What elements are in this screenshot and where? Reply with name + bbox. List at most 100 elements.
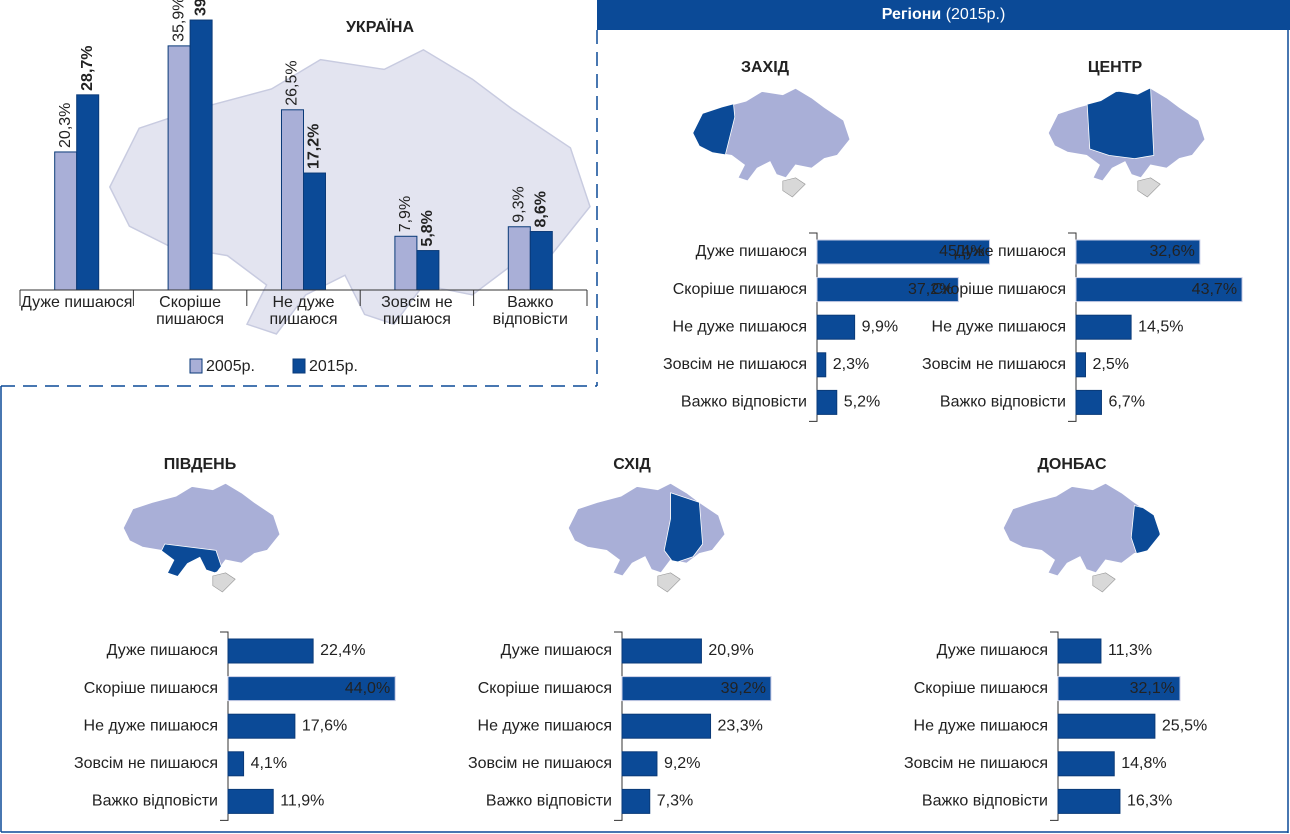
y-tick-label: Дуже пишаюся	[107, 642, 218, 659]
map-crimea	[1092, 572, 1116, 593]
chart-title: ДОНБАС	[1038, 456, 1107, 473]
y-axis	[1068, 232, 1077, 422]
chart-title: СХІД	[613, 456, 651, 473]
region-map	[122, 482, 281, 593]
bar	[621, 713, 712, 739]
y-tick-label: Дуже пишаюся	[955, 243, 1066, 260]
value-label: 9,9%	[862, 318, 898, 335]
legend-swatch	[189, 358, 203, 374]
value-label: 7,9%	[397, 196, 414, 232]
value-label: 17,6%	[302, 717, 347, 734]
value-label: 5,8%	[419, 210, 436, 246]
bar	[1057, 676, 1181, 702]
map-highlight-group	[1086, 88, 1155, 160]
value-label: 26,5%	[284, 60, 301, 105]
bar	[227, 751, 245, 777]
value-label: 25,5%	[1162, 717, 1207, 734]
value-label: 37,2%	[908, 281, 953, 298]
region-map	[692, 87, 851, 198]
region-map	[567, 482, 726, 593]
map-highlight-group	[1130, 505, 1161, 558]
region-map	[1002, 482, 1161, 593]
bar	[816, 389, 838, 415]
y-tick-label: Не дуже пишаюся	[932, 318, 1066, 335]
bar	[416, 250, 440, 291]
y-tick-label: Не дуже пишаюся	[478, 717, 612, 734]
bar	[1057, 788, 1121, 814]
value-label: 2,3%	[833, 356, 869, 373]
y-tick-label: Зовсім не пишаюся	[468, 755, 612, 772]
map-highlight	[1130, 505, 1161, 558]
bar	[621, 788, 651, 814]
map-outline	[1002, 482, 1161, 577]
y-axis	[1050, 631, 1059, 821]
bar	[227, 638, 314, 664]
map-highlight	[1086, 88, 1155, 160]
y-tick-label: Не дуже пишаюся	[914, 717, 1048, 734]
bar	[1057, 713, 1156, 739]
bar	[1075, 389, 1102, 415]
x-tick-label: Дуже пишаюся	[20, 294, 133, 311]
value-label: 32,6%	[1150, 243, 1195, 260]
bar	[1075, 277, 1243, 303]
bar	[281, 109, 304, 291]
regions-header: Регіони (2015р.)	[597, 0, 1290, 30]
y-tick-label: Зовсім не пишаюся	[663, 356, 807, 373]
bar	[621, 751, 658, 777]
x-tick-label: Не дуже пишаюся	[269, 294, 338, 328]
value-label: 2,5%	[1093, 356, 1129, 373]
map-crimea	[212, 572, 236, 593]
bar	[816, 239, 991, 265]
x-tick-label: Скоріше пишаюся	[156, 294, 225, 328]
value-label: 7,3%	[657, 793, 693, 810]
y-axis	[809, 232, 818, 422]
bar	[303, 172, 326, 291]
bar	[227, 788, 274, 814]
bar	[167, 45, 191, 291]
value-label: 22,4%	[320, 642, 365, 659]
bar	[54, 151, 78, 291]
bar	[76, 94, 100, 291]
y-tick-label: Скоріше пишаюся	[914, 680, 1048, 697]
value-label: 11,9%	[280, 793, 324, 810]
bar	[1075, 352, 1086, 378]
bar	[227, 713, 296, 739]
map-highlight-group	[663, 492, 704, 564]
map-outline	[122, 482, 281, 577]
value-label: 43,7%	[1192, 281, 1237, 298]
value-label: 11,3%	[1108, 642, 1152, 659]
region-map	[1047, 87, 1206, 198]
bar	[1057, 751, 1115, 777]
value-label: 14,8%	[1121, 755, 1166, 772]
bar	[507, 226, 531, 291]
y-tick-label: Не дуже пишаюся	[84, 717, 218, 734]
ukraine-map-background	[108, 48, 591, 335]
chart-title: ПІВДЕНЬ	[164, 456, 236, 473]
value-label: 28,7%	[79, 45, 96, 90]
value-label: 5,2%	[844, 394, 880, 411]
map-highlight	[693, 88, 736, 156]
map-crimea	[782, 177, 806, 198]
value-label: 4,1%	[251, 755, 287, 772]
value-label: 44,0%	[345, 680, 390, 697]
legend-swatch	[292, 358, 306, 374]
bar	[816, 314, 856, 340]
bar	[529, 231, 553, 291]
y-tick-label: Скоріше пишаюся	[673, 281, 807, 298]
y-tick-label: Важко відповісти	[681, 394, 807, 411]
map-crimea	[1137, 177, 1161, 198]
legend-label: 2015р.	[309, 358, 358, 375]
value-label: 39,2%	[721, 680, 766, 697]
value-label: 17,2%	[306, 124, 323, 169]
value-label: 8,6%	[533, 191, 550, 227]
bar	[1075, 239, 1201, 265]
value-label: 32,1%	[1130, 680, 1175, 697]
bar	[1057, 638, 1102, 664]
y-tick-label: Важко відповісти	[92, 793, 218, 810]
value-label: 20,3%	[57, 103, 74, 148]
bar	[621, 638, 702, 664]
value-label: 39,7%	[192, 0, 209, 16]
